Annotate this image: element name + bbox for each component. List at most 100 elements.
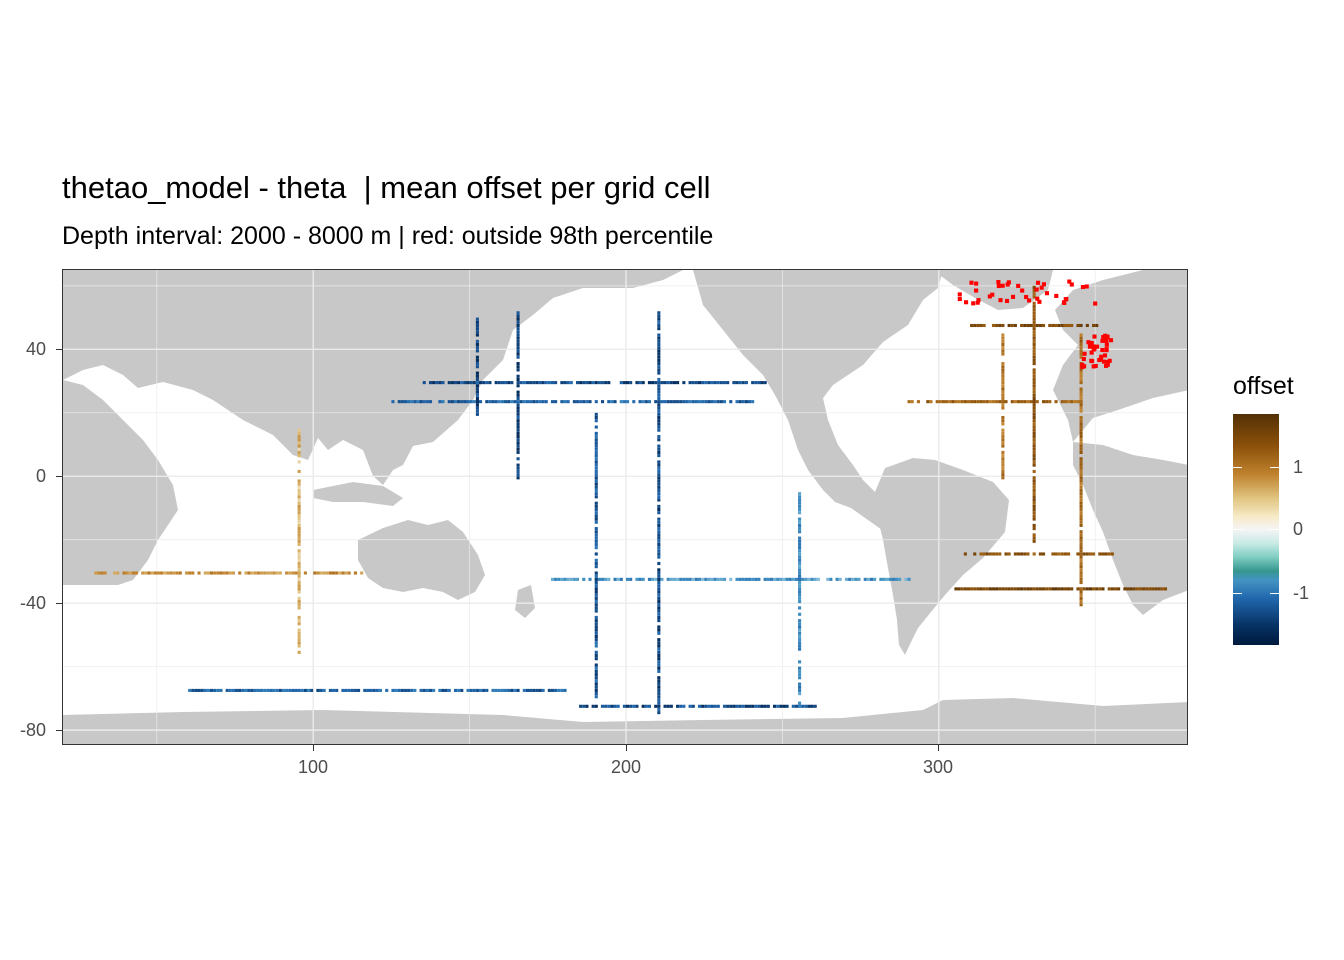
grid-cell (657, 666, 661, 670)
grid-cell (622, 381, 626, 385)
grid-cell (941, 400, 946, 404)
grid-cell (297, 584, 301, 588)
grid-cell (285, 688, 289, 692)
grid-cell (982, 400, 986, 404)
grid-cell (704, 577, 708, 581)
grid-cell (213, 571, 217, 575)
grid-cell (1138, 587, 1143, 591)
grid-cell (1001, 368, 1005, 372)
grid-cell (1079, 377, 1083, 381)
grid-cell (507, 400, 511, 404)
grid-cell (516, 355, 520, 359)
grid-cell (594, 587, 598, 591)
grid-cell (422, 688, 426, 692)
grid-cell (516, 438, 520, 442)
grid-cell (1016, 587, 1021, 591)
grid-cell (441, 381, 445, 385)
grid-cell (594, 685, 598, 689)
grid-cell (494, 381, 498, 385)
grid-cell (1035, 323, 1039, 328)
grid-cell (1032, 409, 1036, 413)
grid-cell (1032, 539, 1036, 543)
grid-cell (657, 409, 661, 413)
grid-cell (1079, 352, 1083, 356)
grid-cell (297, 631, 301, 635)
grid-cell (554, 400, 558, 404)
grid-cell (100, 571, 104, 575)
grid-cell (722, 400, 727, 404)
grid-cell (300, 688, 304, 692)
grid-cell (719, 577, 723, 581)
grid-cell (1038, 587, 1042, 591)
grid-cell (1026, 323, 1030, 328)
grid-cell (1151, 587, 1155, 591)
grid-cell (297, 536, 301, 540)
grid-cell (798, 552, 802, 556)
grid-cell (275, 688, 279, 692)
grid-cell (278, 571, 282, 575)
grid-cell (1079, 520, 1083, 524)
grid-cell (713, 400, 717, 404)
grid-cell (676, 704, 680, 708)
legend-label-minus1: -1 (1293, 583, 1310, 603)
grid-cell (657, 707, 661, 712)
grid-cell (1092, 587, 1096, 591)
grid-cell (685, 400, 689, 404)
grid-cell (472, 381, 476, 385)
grid-cell (1001, 419, 1005, 423)
grid-cell (297, 596, 301, 600)
grid-cell (1079, 504, 1083, 508)
grid-cell (1092, 552, 1096, 556)
grid-cell (582, 381, 586, 385)
grid-cell (904, 577, 908, 581)
grid-cell (1032, 447, 1036, 451)
grid-cell (594, 600, 598, 604)
grid-cell (776, 577, 780, 581)
grid-cell (694, 381, 698, 385)
grid-cell (607, 400, 611, 404)
grid-cell (1079, 323, 1083, 328)
grid-cell (594, 638, 598, 642)
grid-cell (657, 387, 661, 391)
grid-cell (722, 704, 727, 708)
outlier-cell (1006, 280, 1011, 285)
outlier-cell (1054, 293, 1059, 298)
grid-cell (798, 523, 802, 527)
grid-cell (475, 381, 479, 385)
grid-cell (297, 511, 301, 515)
grid-cell (297, 444, 301, 448)
outlier-cell (987, 294, 992, 299)
grid-cell (613, 400, 617, 404)
grid-cell (1079, 546, 1083, 550)
grid-cell (1032, 527, 1036, 531)
grid-cell (1032, 308, 1036, 312)
grid-cell (572, 577, 576, 581)
grid-cell (428, 400, 433, 404)
grid-cell (682, 400, 686, 404)
grid-cell (1032, 431, 1036, 435)
x-tick-mark (626, 745, 628, 751)
grid-cell (719, 400, 723, 404)
grid-cell (1001, 381, 1005, 385)
grid-cell (500, 688, 504, 692)
grid-cell (1079, 428, 1083, 432)
grid-cell (1026, 400, 1030, 404)
grid-cell (1001, 457, 1005, 461)
grid-cell (1032, 285, 1036, 289)
grid-cell (973, 552, 977, 556)
grid-cell (1076, 587, 1080, 591)
grid-cell (657, 679, 661, 683)
grid-cell (669, 400, 673, 404)
grid-cell (516, 403, 520, 407)
grid-cell (657, 476, 661, 480)
grid-cell (1032, 488, 1036, 493)
grid-cell (331, 571, 336, 575)
grid-cell (798, 580, 802, 585)
grid-cell (235, 688, 239, 692)
grid-cell (216, 571, 220, 575)
grid-cell (103, 571, 107, 575)
grid-cell (657, 606, 661, 610)
grid-cell (638, 577, 642, 581)
grid-cell (657, 342, 661, 347)
grid-cell (798, 660, 802, 664)
